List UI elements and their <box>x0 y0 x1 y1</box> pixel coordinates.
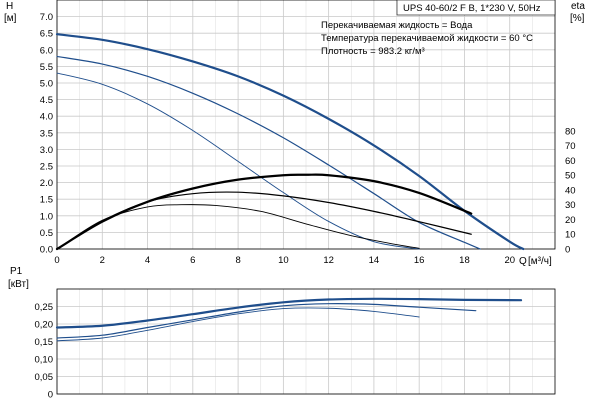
x-tick-label: 12 <box>323 255 334 266</box>
y-tick-label: 0.0 <box>40 245 53 256</box>
power-y-tick-label: 0 <box>48 390 53 400</box>
head-curve-2 <box>56 55 481 250</box>
x-tick-labels: 0 2 4 6 8 10 12 14 16 18 20 <box>54 255 515 266</box>
y-tick-label: 2.0 <box>40 178 53 189</box>
y2-tick-label: 40 <box>565 185 576 196</box>
model-label: UPS 40-60/2 F B, 1*230 V, 50Hz <box>403 3 541 14</box>
x-axis-unit: [м³/ч] <box>528 256 552 267</box>
y-tick-label: 5.5 <box>40 62 53 73</box>
x-tick-label: 10 <box>278 255 289 266</box>
y2-tick-label: 60 <box>565 156 576 167</box>
power-panel: 0 0,05 0,10 0,15 0,20 0,25 P1 [кВт] <box>8 266 556 400</box>
y-tick-label: 5.0 <box>40 79 53 90</box>
y2-axis-label: eta <box>571 1 585 12</box>
head-curve-1 <box>55 33 525 251</box>
y-tick-label: 7.0 <box>40 12 53 23</box>
power-y-tick-label: 0,10 <box>35 355 54 366</box>
x-tick-label: 8 <box>235 255 240 266</box>
condition-line: Температура перекачиваемой жидкости = 60… <box>321 33 533 44</box>
y2-axis-unit: [%] <box>570 13 585 24</box>
efficiency-y-tick-labels: 0 10 20 30 40 50 60 70 80 <box>565 126 576 255</box>
condition-line: Перекачиваемая жидкость = Вода <box>321 20 473 31</box>
power-y-tick-label: 0,05 <box>35 372 54 383</box>
y2-tick-label: 70 <box>565 141 576 152</box>
power-curve-2 <box>56 303 477 339</box>
x-tick-label: 14 <box>369 255 380 266</box>
power-y-tick-labels: 0 0,05 0,10 0,15 0,20 0,25 <box>35 302 54 400</box>
y2-tick-label: 0 <box>565 245 570 256</box>
head-panel: 0.0 0.5 1.0 1.5 2.0 2.5 3.0 3.5 4.0 4.5 5.0 5.5 6.0 6… <box>4 0 585 267</box>
y-tick-label: 4.0 <box>40 112 53 123</box>
y-tick-label: 6.5 <box>40 29 53 40</box>
y-tick-label: 3.5 <box>40 128 53 139</box>
x-tick-label: 4 <box>145 255 150 266</box>
power-y-tick-label: 0,20 <box>35 320 54 331</box>
efficiency-curve-3 <box>56 204 420 250</box>
power-y-axis-label: P1 <box>10 266 23 277</box>
head-grid <box>56 0 556 250</box>
head-y-tick-labels: 0.0 0.5 1.0 1.5 2.0 2.5 3.0 3.5 4.0 4.5 5.0 5.5 6.0 6… <box>40 12 53 255</box>
power-plot-frame <box>56 288 556 395</box>
y2-tick-label: 30 <box>565 200 576 211</box>
y-axis-unit: [м] <box>4 13 17 24</box>
power-y-axis-unit: [кВт] <box>8 279 29 290</box>
power-y-tick-label: 0,25 <box>35 302 54 313</box>
x-axis-label: Q <box>519 256 527 267</box>
y-tick-label: 1.5 <box>40 195 53 206</box>
x-tick-label: 0 <box>54 255 59 266</box>
power-grid <box>56 288 556 395</box>
power-series <box>55 297 523 342</box>
y-tick-label: 0.5 <box>40 228 53 239</box>
head-plot-frame <box>56 0 556 250</box>
y-axis-label: H <box>6 1 13 12</box>
y-tick-label: 1.0 <box>40 211 53 222</box>
y-tick-label: 6.0 <box>40 45 53 56</box>
x-tick-label: 6 <box>190 255 195 266</box>
y-tick-label: 4.5 <box>40 95 53 106</box>
head-series <box>55 33 525 251</box>
x-tick-label: 2 <box>100 255 105 266</box>
x-tick-label: 18 <box>459 255 470 266</box>
efficiency-curve-2 <box>56 191 472 250</box>
y2-tick-label: 20 <box>565 215 576 226</box>
x-tick-label: 16 <box>414 255 425 266</box>
y2-tick-label: 80 <box>565 126 576 137</box>
condition-line: Плотность = 983.2 кг/м³ <box>321 46 425 57</box>
x-tick-label: 20 <box>504 255 515 266</box>
model-box <box>396 0 556 16</box>
y-tick-label: 2.5 <box>40 162 53 173</box>
power-y-tick-label: 0,15 <box>35 337 54 348</box>
y-tick-label: 3.0 <box>40 145 53 156</box>
power-curve-3 <box>56 307 420 342</box>
y2-tick-label: 10 <box>565 230 576 241</box>
y2-tick-label: 50 <box>565 171 576 182</box>
power-curve-1 <box>55 297 523 329</box>
head-curve-3 <box>56 72 420 250</box>
